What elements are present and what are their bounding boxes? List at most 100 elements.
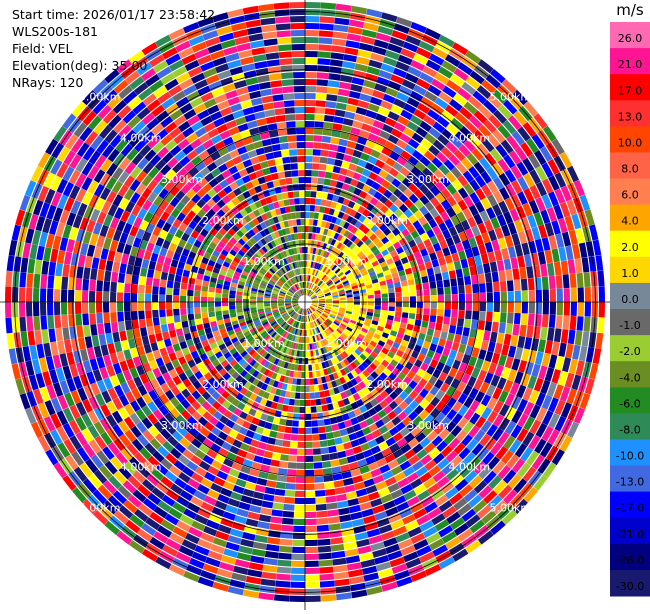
velocity-gate [523,487,539,503]
velocity-gate [313,285,318,292]
velocity-gate [363,79,376,89]
velocity-gate [411,350,420,359]
velocity-gate [260,578,276,587]
velocity-gate [75,313,83,326]
velocity-gate [452,401,463,413]
velocity-gate [415,432,427,443]
velocity-gate [324,425,333,433]
velocity-gate [385,87,399,98]
velocity-gate [399,391,409,401]
velocity-gate [335,3,352,12]
velocity-gate [297,226,302,233]
velocity-gate [452,234,461,245]
velocity-gate [331,264,338,271]
velocity-gate [363,515,377,525]
velocity-gate [535,422,548,438]
velocity-gate [243,298,250,302]
velocity-gate [585,241,595,257]
velocity-gate [473,480,488,494]
velocity-gate [340,323,347,329]
velocity-gate [463,195,474,208]
velocity-gate [390,359,399,368]
velocity-gate [312,285,317,291]
velocity-gate [155,332,163,342]
velocity-gate [316,356,321,363]
velocity-gate [350,511,363,521]
velocity-gate [27,258,36,274]
velocity-gate [400,109,413,121]
velocity-gate [372,359,381,367]
velocity-gate [416,338,424,347]
velocity-gate [392,161,404,172]
velocity-gate [292,413,300,420]
velocity-gate [458,447,471,460]
velocity-gate [333,240,340,248]
velocity-gate [353,408,362,417]
velocity-gate [456,211,467,223]
velocity-gate [389,213,398,223]
velocity-gate [572,344,581,360]
velocity-gate [431,157,443,169]
velocity-gate [503,211,514,225]
velocity-gate [386,232,395,241]
velocity-gate [312,321,316,328]
velocity-gate [542,289,550,302]
velocity-gate [305,113,315,121]
velocity-gate [261,500,274,509]
velocity-gate [354,248,362,256]
velocity-gate [417,242,426,251]
velocity-gate [325,268,331,275]
velocity-gate [399,507,413,519]
velocity-gate [461,508,477,522]
velocity-gate [567,404,579,421]
velocity-gate [458,144,471,157]
velocity-gate [311,303,318,306]
velocity-gate [285,483,296,490]
velocity-gate [483,330,491,341]
velocity-gate [252,54,267,63]
velocity-gate [429,343,438,352]
velocity-gate [366,221,375,230]
velocity-gate [531,454,545,470]
velocity-gate [458,343,467,354]
velocity-gate [481,184,492,197]
velocity-gate [330,288,337,292]
velocity-gate [398,193,409,203]
velocity-gate [469,400,480,412]
velocity-gate [323,288,329,293]
velocity-gate [305,581,320,588]
velocity-gate [308,364,313,371]
velocity-gate [461,157,473,170]
velocity-gate [293,511,305,518]
velocity-gate [551,220,561,235]
velocity-gate [261,95,274,104]
velocity-gate [307,290,311,296]
velocity-gate [438,556,455,570]
velocity-gate [443,316,451,325]
velocity-gate [61,314,69,328]
velocity-gate [409,400,419,411]
velocity-gate [305,134,314,142]
velocity-gate [424,27,441,40]
velocity-gate [166,287,173,295]
velocity-gate [275,23,291,31]
velocity-gate [327,516,340,524]
velocity-gate [326,157,336,165]
velocity-gate [397,223,407,232]
velocity-gate [311,303,318,305]
velocity-gate [160,324,169,333]
velocity-gate [551,248,560,263]
velocity-gate [332,322,339,328]
velocity-gate [314,320,319,326]
velocity-gate [452,359,461,370]
velocity-gate [438,525,454,538]
velocity-gate [362,411,371,420]
velocity-gate [80,348,89,362]
velocity-gate [494,364,504,377]
velocity-gate [464,345,474,356]
velocity-gate [381,293,388,298]
velocity-gate [464,364,474,376]
velocity-gate [377,232,386,241]
velocity-gate [457,393,468,405]
velocity-gate [388,372,397,381]
